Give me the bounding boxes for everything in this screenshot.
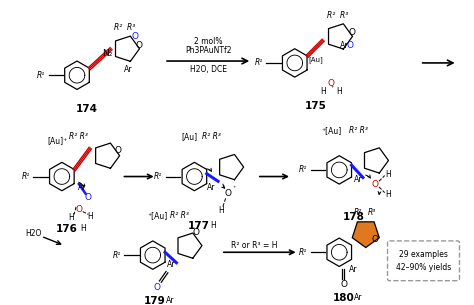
Text: O: O <box>340 280 347 289</box>
Text: Ar: Ar <box>354 293 363 302</box>
Text: 178: 178 <box>343 212 365 222</box>
Text: R¹: R¹ <box>113 251 121 260</box>
Text: O: O <box>372 235 379 243</box>
Text: Ar: Ar <box>124 65 132 74</box>
Text: O: O <box>75 205 82 214</box>
Text: H: H <box>68 213 74 222</box>
Text: R² R³: R² R³ <box>349 126 368 135</box>
Text: 179: 179 <box>144 296 165 305</box>
Text: [Au]: [Au] <box>182 132 198 141</box>
Text: 176: 176 <box>55 224 78 234</box>
Text: H2O, DCE: H2O, DCE <box>190 65 227 74</box>
Text: [Au]: [Au] <box>308 57 323 63</box>
Text: O: O <box>193 228 200 237</box>
Text: O: O <box>85 193 92 202</box>
Text: 175: 175 <box>305 101 327 110</box>
Text: Ar: Ar <box>165 296 174 305</box>
Text: 174: 174 <box>75 104 98 114</box>
Text: R¹: R¹ <box>299 165 308 174</box>
Text: O: O <box>114 146 121 156</box>
Text: Ar: Ar <box>78 183 87 192</box>
Text: N₂: N₂ <box>102 49 112 58</box>
Text: Ar: Ar <box>354 175 363 184</box>
Text: O: O <box>327 79 334 88</box>
Text: 42–90% yields: 42–90% yields <box>396 263 451 272</box>
Text: H2O: H2O <box>25 229 42 238</box>
Text: R¹: R¹ <box>37 71 45 80</box>
Text: [Au]⁺: [Au]⁺ <box>47 136 67 145</box>
Text: O: O <box>154 283 161 292</box>
Text: R² R³: R² R³ <box>70 132 88 141</box>
Text: 2 mol%: 2 mol% <box>194 37 223 46</box>
Text: H: H <box>80 224 86 233</box>
Polygon shape <box>352 222 379 248</box>
Text: R¹: R¹ <box>22 172 30 181</box>
Text: R² R³: R² R³ <box>202 132 221 141</box>
Text: R³: R³ <box>368 208 376 217</box>
Text: Ar: Ar <box>349 265 358 274</box>
Text: R²  R³: R² R³ <box>114 23 135 32</box>
Text: H: H <box>386 190 392 199</box>
Text: Ar: Ar <box>207 183 216 192</box>
Text: R¹: R¹ <box>299 248 308 257</box>
Text: R²: R² <box>354 208 362 217</box>
Text: Ar: Ar <box>167 260 176 269</box>
Text: R¹: R¹ <box>255 59 263 67</box>
Text: R² R³: R² R³ <box>170 211 189 220</box>
Text: O: O <box>348 28 356 37</box>
Text: ⁺: ⁺ <box>233 186 236 191</box>
Text: 177: 177 <box>188 221 210 231</box>
Text: O: O <box>372 180 379 188</box>
Text: R² or R³ = H: R² or R³ = H <box>231 241 277 250</box>
Text: R¹: R¹ <box>155 172 163 181</box>
Text: H: H <box>210 221 216 230</box>
Text: O: O <box>346 41 353 50</box>
Text: H: H <box>218 206 224 215</box>
Text: H: H <box>320 87 326 96</box>
Text: ⁺[Au]: ⁺[Au] <box>321 126 342 135</box>
FancyBboxPatch shape <box>388 241 459 281</box>
Text: H: H <box>337 87 342 96</box>
Text: 180: 180 <box>333 293 355 303</box>
Text: Ar: Ar <box>340 41 348 50</box>
Text: ⁺[Au]: ⁺[Au] <box>147 211 168 220</box>
Text: 29 examples: 29 examples <box>399 250 448 259</box>
Text: R²  R³: R² R³ <box>327 11 348 20</box>
Text: ⁺: ⁺ <box>331 86 334 91</box>
Text: H: H <box>87 212 93 221</box>
Text: H: H <box>386 170 392 179</box>
Text: O: O <box>132 32 138 41</box>
Text: O: O <box>224 189 231 198</box>
Text: O: O <box>136 41 143 50</box>
Text: Ph3PAuNTf2: Ph3PAuNTf2 <box>185 46 232 55</box>
